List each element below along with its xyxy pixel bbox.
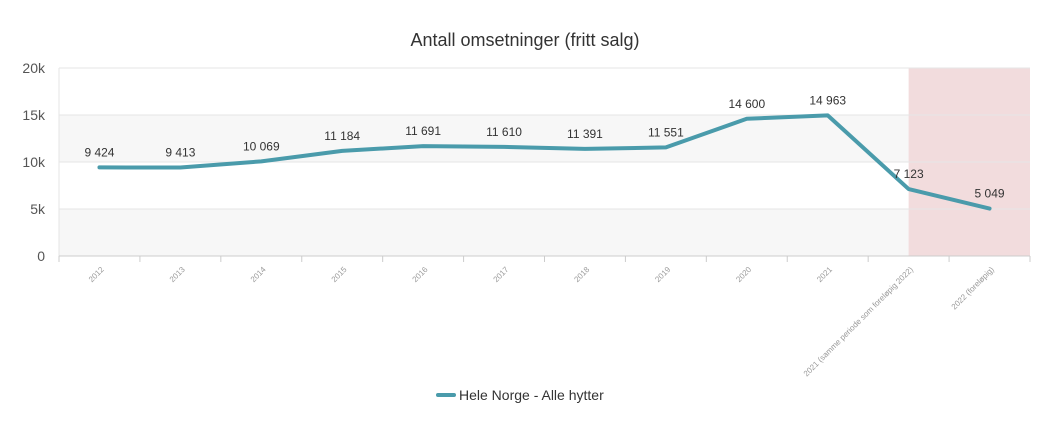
series-line[interactable] (97, 113, 992, 211)
data-label: 10 069 (243, 139, 280, 153)
plot-bands (59, 115, 1030, 256)
plot-band (59, 115, 1030, 162)
x-tick-label: 2018 (572, 265, 591, 284)
data-label: 9 424 (84, 145, 114, 159)
x-tick-label: 2013 (168, 265, 187, 284)
y-tick-label: 5k (30, 201, 46, 217)
x-tick-label: 2016 (411, 265, 430, 284)
data-label: 14 963 (809, 93, 846, 107)
data-label: 5 049 (975, 187, 1005, 201)
data-label: 9 413 (165, 146, 195, 160)
chart-title: Antall omsetninger (fritt salg) (410, 30, 639, 50)
x-tick-label: 2020 (734, 265, 753, 284)
legend-label[interactable]: Hele Norge - Alle hytter (459, 387, 604, 403)
data-label: 11 551 (648, 125, 684, 139)
x-tick-label: 2017 (492, 265, 511, 284)
data-label: 14 600 (728, 97, 765, 111)
x-tick-label: 2014 (249, 265, 268, 284)
x-tick-label: 2021 (815, 265, 834, 284)
data-label: 11 184 (324, 129, 360, 143)
y-tick-label: 15k (22, 107, 46, 123)
x-tick-label: 2012 (87, 265, 106, 284)
y-axis: 0 5k 10k 15k 20k (22, 60, 60, 264)
data-labels: 9 424 9 413 10 069 11 184 11 691 11 610 11 391… (84, 93, 1004, 200)
data-label: 11 691 (405, 124, 441, 138)
y-tick-label: 0 (37, 248, 45, 264)
y-tick-label: 10k (22, 154, 46, 170)
data-label: 11 391 (567, 127, 603, 141)
x-axis: 2012 2013 2014 2015 2016 2017 2018 2019 2020 2021… (58, 255, 1031, 378)
x-tick-label: 2019 (653, 265, 672, 284)
series-lines (97, 113, 992, 211)
x-tick-label: 2022 (foreløpig) (950, 265, 997, 312)
plot-band (59, 209, 1030, 256)
legend[interactable]: Hele Norge - Alle hytter (436, 387, 604, 403)
data-label: 7 123 (894, 167, 924, 181)
data-label: 11 610 (486, 125, 522, 139)
y-tick-label: 20k (22, 60, 46, 76)
x-tick-label: 2015 (330, 265, 349, 284)
